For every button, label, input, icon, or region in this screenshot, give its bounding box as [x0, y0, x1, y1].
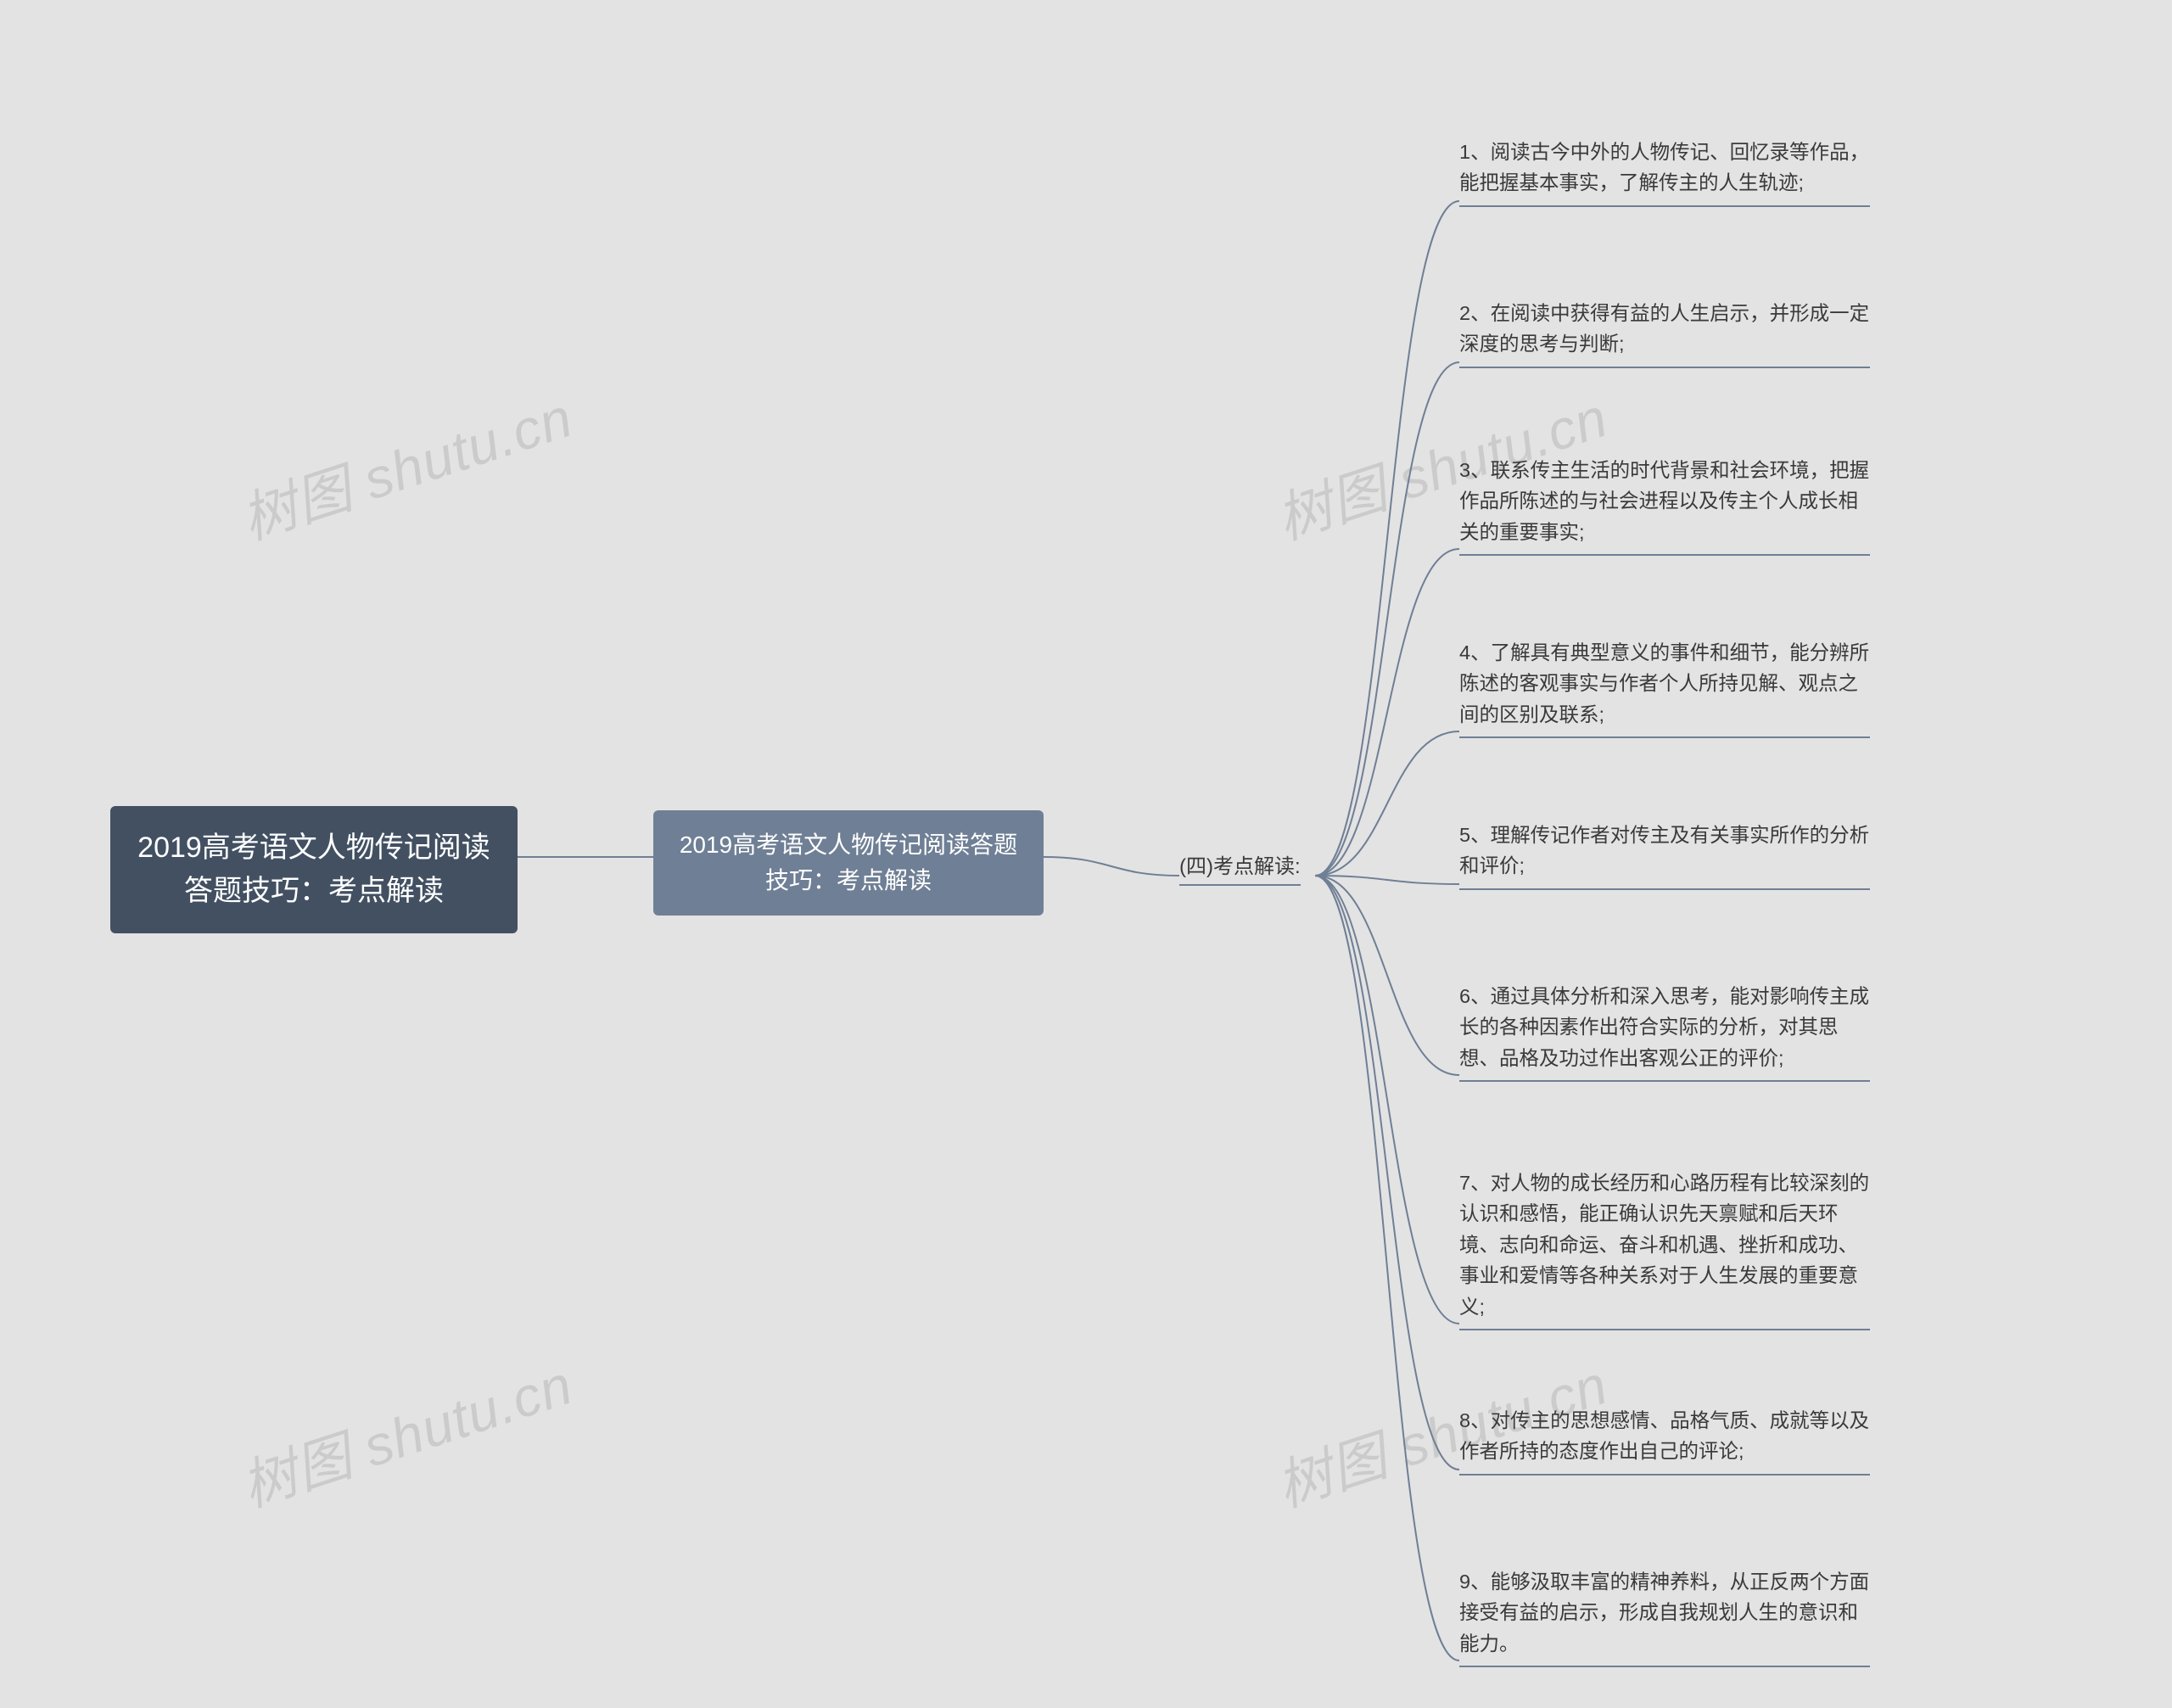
edge-sub2-leaf4 — [1315, 731, 1459, 876]
mindmap-branch-1: 2019高考语文人物传记阅读答题技巧：考点解读 — [653, 810, 1044, 916]
edge-sub2-leaf6 — [1315, 876, 1459, 1075]
leaf-label: 7、对人物的成长经历和心路历程有比较深刻的认识和感悟，能正确认识先天禀赋和后天环… — [1459, 1168, 1870, 1322]
leaf-label: 1、阅读古今中外的人物传记、回忆录等作品，能把握基本事实，了解传主的人生轨迹; — [1459, 137, 1870, 199]
leaf-label: 5、理解传记作者对传主及有关事实所作的分析和评价; — [1459, 820, 1870, 882]
leaf-label: 2、在阅读中获得有益的人生启示，并形成一定深度的思考与判断; — [1459, 298, 1870, 360]
mindmap-leaf-8: 8、对传主的思想感情、品格气质、成就等以及作者所持的态度作出自己的评论; — [1459, 1400, 1870, 1476]
mindmap-branch-1-label: 2019高考语文人物传记阅读答题技巧：考点解读 — [675, 827, 1022, 899]
leaf-label: 6、通过具体分析和深入思考，能对影响传主成长的各种因素作出符合实际的分析，对其思… — [1459, 981, 1870, 1073]
edge-sub2-leaf2 — [1315, 362, 1459, 876]
edge-sub1-sub2 — [1044, 857, 1179, 876]
watermark: 树图 shutu.cn — [230, 373, 581, 555]
mindmap-leaf-2: 2、在阅读中获得有益的人生启示，并形成一定深度的思考与判断; — [1459, 293, 1870, 368]
mindmap-root: 2019高考语文人物传记阅读答题技巧：考点解读 — [110, 806, 518, 933]
mindmap-branch-2-label: (四)考点解读: — [1179, 849, 1301, 879]
leaf-label: 9、能够汲取丰富的精神养料，从正反两个方面接受有益的启示，形成自我规划人生的意识… — [1459, 1566, 1870, 1659]
leaf-label: 8、对传主的思想感情、品格气质、成就等以及作者所持的态度作出自己的评论; — [1459, 1405, 1870, 1467]
mindmap-root-label: 2019高考语文人物传记阅读答题技巧：考点解读 — [136, 826, 492, 913]
edge-sub2-leaf3 — [1315, 549, 1459, 876]
edge-sub2-leaf7 — [1315, 876, 1459, 1324]
mindmap-leaf-4: 4、了解具有典型意义的事件和细节，能分辨所陈述的客观事实与作者个人所持见解、观点… — [1459, 632, 1870, 738]
mindmap-leaf-5: 5、理解传记作者对传主及有关事实所作的分析和评价; — [1459, 815, 1870, 890]
mindmap-leaf-3: 3、联系传主生活的时代背景和社会环境，把握作品所陈述的与社会进程以及传主个人成长… — [1459, 450, 1870, 556]
leaf-label: 4、了解具有典型意义的事件和细节，能分辨所陈述的客观事实与作者个人所持见解、观点… — [1459, 637, 1870, 730]
leaf-label: 3、联系传主生活的时代背景和社会环境，把握作品所陈述的与社会进程以及传主个人成长… — [1459, 455, 1870, 547]
mindmap-branch-2: (四)考点解读: — [1179, 844, 1301, 886]
edge-sub2-leaf5 — [1315, 876, 1459, 884]
mindmap-leaf-7: 7、对人物的成长经历和心路历程有比较深刻的认识和感悟，能正确认识先天禀赋和后天环… — [1459, 1162, 1870, 1330]
watermark: 树图 shutu.cn — [230, 1341, 581, 1522]
edge-sub2-leaf9 — [1315, 876, 1459, 1660]
mindmap-leaf-6: 6、通过具体分析和深入思考，能对影响传主成长的各种因素作出符合实际的分析，对其思… — [1459, 976, 1870, 1082]
mindmap-leaf-9: 9、能够汲取丰富的精神养料，从正反两个方面接受有益的启示，形成自我规划人生的意识… — [1459, 1561, 1870, 1667]
edge-sub2-leaf1 — [1315, 201, 1459, 876]
edge-sub2-leaf8 — [1315, 876, 1459, 1470]
mindmap-leaf-1: 1、阅读古今中外的人物传记、回忆录等作品，能把握基本事实，了解传主的人生轨迹; — [1459, 132, 1870, 207]
